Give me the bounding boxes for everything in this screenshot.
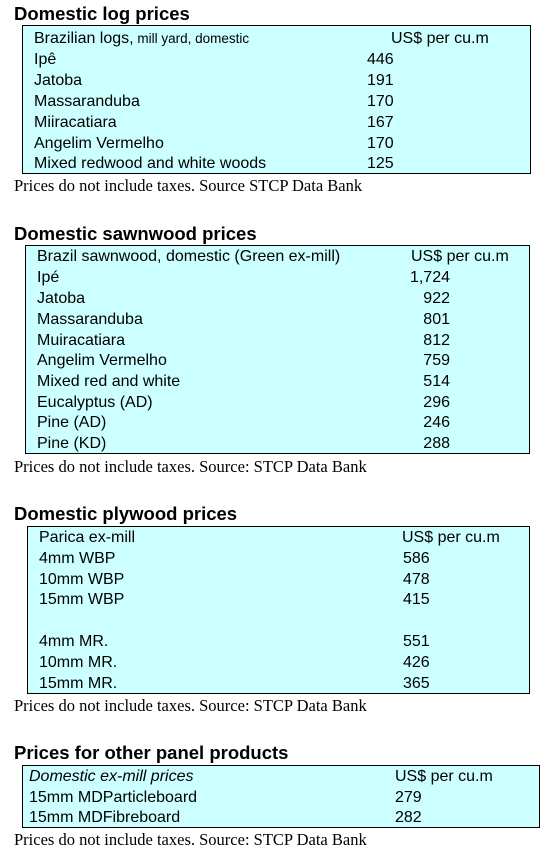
product-name: 15mm MR. <box>39 675 118 692</box>
species-name: Angelim Vermelho <box>37 352 167 369</box>
price-value: 426 <box>403 654 430 671</box>
price-value: 478 <box>403 571 430 588</box>
species-name: Jatoba <box>37 290 86 307</box>
table-row: Mixed red and white 514 <box>26 371 529 392</box>
species-name: Mixed redwood and white woods <box>34 155 267 172</box>
header-unit: US$ per cu.m <box>411 248 509 265</box>
species-name: Massaranduba <box>37 311 143 328</box>
table-row: Eucalyptus (AD) 296 <box>26 392 529 413</box>
species-name: Muiracatiara <box>37 332 126 349</box>
table-row: Miiracatiara 167 <box>23 112 530 133</box>
price-value: 246 <box>423 414 450 431</box>
product-name: 4mm MR. <box>39 633 109 650</box>
sawnwood-prices-table: Brazil sawnwood, domestic (Green ex-mill… <box>25 245 530 454</box>
header-unit: US$ per cu.m <box>395 768 493 785</box>
price-value: 296 <box>423 394 450 411</box>
price-value: 812 <box>423 332 450 349</box>
price-value: 446 <box>367 51 394 68</box>
species-name: Miiracatiara <box>34 114 117 131</box>
table-header: Brazil sawnwood, domestic (Green ex-mill… <box>26 246 529 267</box>
price-value: 415 <box>403 591 430 608</box>
species-name: Jatoba <box>34 72 83 89</box>
product-name: 4mm WBP <box>39 550 116 567</box>
species-name: Mixed red and white <box>37 373 181 390</box>
table-row: Jatoba 922 <box>26 288 529 309</box>
species-name: Massaranduba <box>34 93 140 110</box>
price-value: 801 <box>423 311 450 328</box>
table-header: Brazilian logs, mill yard, domestic US$ … <box>23 28 530 49</box>
header-sublabel: mill yard, domestic <box>133 31 250 46</box>
table-row: Pine (KD) 288 <box>26 433 529 454</box>
product-name: 10mm WBP <box>39 571 125 588</box>
product-name: 15mm WBP <box>39 591 125 608</box>
table-row: Ipê 446 <box>23 49 530 70</box>
table-row: 10mm WBP 478 <box>28 569 529 590</box>
price-value: 125 <box>367 155 394 172</box>
table-row: Angelim Vermelho 759 <box>26 350 529 371</box>
price-value: 191 <box>367 72 394 89</box>
header-label: Brazil sawnwood, domestic (Green ex-mill… <box>37 248 341 265</box>
table-row: Jatoba 191 <box>23 70 530 91</box>
price-value: 282 <box>395 809 422 826</box>
table-row: Pine (AD) 246 <box>26 412 529 433</box>
species-name: Angelim Vermelho <box>34 135 164 152</box>
header-label: Parica ex-mill <box>39 529 136 546</box>
table-row: 15mm MDParticleboard 279 <box>23 787 539 808</box>
table-row: 4mm MR. 551 <box>28 631 529 652</box>
plywood-prices-table: Parica ex-mill US$ per cu.m 4mm WBP 586 … <box>27 526 530 694</box>
panel-prices-table: Domestic ex-mill prices US$ per cu.m 15m… <box>22 765 540 828</box>
source-note: Prices do not include taxes. Source: STC… <box>14 830 367 849</box>
header-unit: US$ per cu.m <box>402 529 500 546</box>
section-title-log-prices: Domestic log prices <box>14 3 190 24</box>
section-title-other-panel-prices: Prices for other panel products <box>14 742 289 763</box>
price-value: 586 <box>403 550 430 567</box>
table-row: 15mm MR. 365 <box>28 673 529 694</box>
source-note: Prices do not include taxes. Source STCP… <box>14 176 363 195</box>
table-row: Massaranduba 801 <box>26 309 529 330</box>
section-title-sawnwood-prices: Domestic sawnwood prices <box>14 223 257 244</box>
table-row: Ipé 1,724 <box>26 267 529 288</box>
price-value: 167 <box>367 114 394 131</box>
table-row: 4mm WBP 586 <box>28 548 529 569</box>
price-value: 514 <box>423 373 450 390</box>
species-name: Pine (AD) <box>37 414 107 431</box>
price-value: 170 <box>367 135 394 152</box>
species-name: Eucalyptus (AD) <box>37 394 153 411</box>
product-name: 15mm MDFibreboard <box>29 809 181 826</box>
table-row: Massaranduba 170 <box>23 91 530 112</box>
species-name: Ipé <box>37 269 60 286</box>
price-value: 759 <box>423 352 450 369</box>
product-name: 15mm MDParticleboard <box>29 789 198 806</box>
table-row: Muiracatiara 812 <box>26 330 529 351</box>
source-note: Prices do not include taxes. Source: STC… <box>14 696 367 715</box>
product-name: 10mm MR. <box>39 654 118 671</box>
price-value: 365 <box>403 675 430 692</box>
header-unit: US$ per cu.m <box>391 30 489 47</box>
header-label: Brazilian logs, <box>34 30 134 47</box>
table-row: 10mm MR. 426 <box>28 652 529 673</box>
price-value: 279 <box>395 789 422 806</box>
price-value: 551 <box>403 633 430 650</box>
source-note: Prices do not include taxes. Source: STC… <box>14 457 367 476</box>
price-value: 922 <box>423 290 450 307</box>
table-header: Domestic ex-mill prices US$ per cu.m <box>23 766 539 787</box>
table-row: Angelim Vermelho 170 <box>23 133 530 154</box>
species-name: Pine (KD) <box>37 435 107 452</box>
table-row: Mixed redwood and white woods 125 <box>23 153 530 174</box>
log-prices-table: Brazilian logs, mill yard, domestic US$ … <box>22 25 531 174</box>
species-name: Ipê <box>34 51 57 68</box>
section-title-plywood-prices: Domestic plywood prices <box>14 503 238 524</box>
table-row: 15mm WBP 415 <box>28 589 529 610</box>
header-label: Domestic ex-mill prices <box>29 768 194 785</box>
price-value: 288 <box>423 435 450 452</box>
table-header: Parica ex-mill US$ per cu.m <box>28 527 529 548</box>
price-value: 1,724 <box>409 269 450 286</box>
price-value: 170 <box>367 93 394 110</box>
table-row: 15mm MDFibreboard 282 <box>23 807 539 828</box>
